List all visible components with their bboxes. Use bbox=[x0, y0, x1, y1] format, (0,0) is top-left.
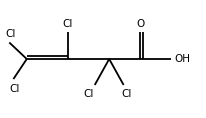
Text: Cl: Cl bbox=[83, 89, 94, 99]
Text: OH: OH bbox=[174, 54, 190, 64]
Text: Cl: Cl bbox=[9, 84, 20, 94]
Text: Cl: Cl bbox=[63, 19, 73, 29]
Text: Cl: Cl bbox=[122, 89, 132, 99]
Text: Cl: Cl bbox=[5, 29, 15, 39]
Text: O: O bbox=[136, 19, 145, 29]
